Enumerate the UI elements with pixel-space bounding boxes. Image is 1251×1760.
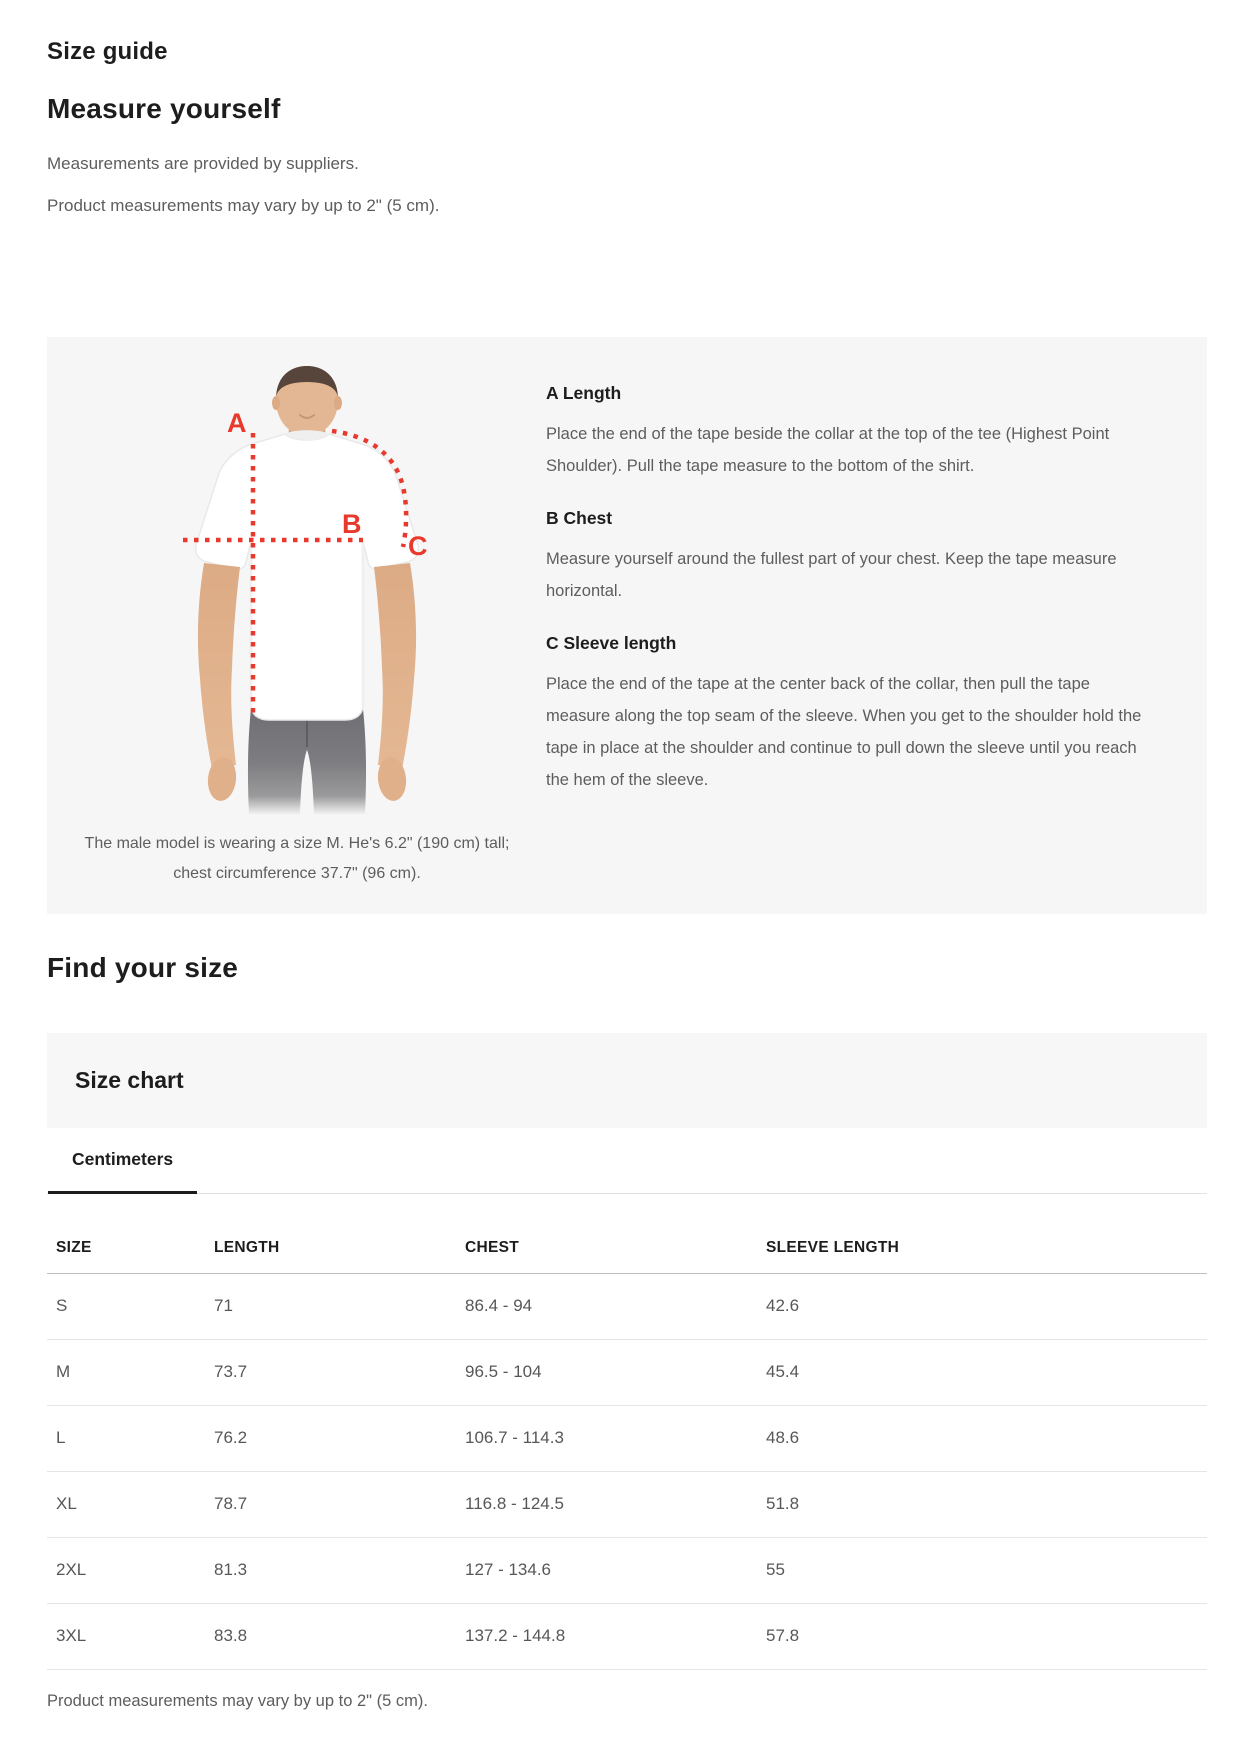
cell-sleeve: 57.8: [766, 1603, 1207, 1670]
cell-length: 83.8: [214, 1603, 465, 1670]
cell-size: L: [47, 1405, 214, 1472]
cell-size: M: [47, 1339, 214, 1406]
cell-size: S: [47, 1273, 214, 1340]
instruction-length-text: Place the end of the tape beside the col…: [546, 425, 1110, 475]
cell-sleeve: 55: [766, 1537, 1207, 1604]
suppliers-note: Measurements are provided by suppliers.: [47, 154, 359, 173]
table-row: 3XL 83.8 137.2 - 144.8 57.8: [47, 1603, 1207, 1670]
cell-chest: 106.7 - 114.3: [465, 1405, 766, 1472]
measuring-instructions: A Length Place the end of the tape besid…: [546, 383, 1146, 822]
table-header-row: SIZE LENGTH CHEST SLEEVE LENGTH: [47, 1195, 1207, 1274]
table-row: M 73.7 96.5 - 104 45.4: [47, 1339, 1207, 1406]
cell-chest: 86.4 - 94: [465, 1273, 766, 1340]
table-row: 2XL 81.3 127 - 134.6 55: [47, 1537, 1207, 1604]
marker-a-label: A: [227, 408, 247, 438]
cell-chest: 137.2 - 144.8: [465, 1603, 766, 1670]
instruction-length-title: A Length: [546, 383, 622, 403]
size-chart-title: Size chart: [75, 1067, 184, 1093]
marker-b-label: B: [342, 509, 362, 539]
marker-c-label: C: [408, 531, 428, 561]
model-jeans: [247, 709, 367, 815]
col-header-chest: CHEST: [465, 1195, 766, 1274]
variance-note: Product measurements may vary by up to 2…: [47, 196, 440, 215]
unit-tabs: Centimeters: [47, 1128, 1207, 1194]
instruction-chest-title: B Chest: [546, 508, 613, 528]
model-photo: A B C: [183, 366, 428, 815]
cell-sleeve: 51.8: [766, 1471, 1207, 1538]
instruction-sleeve-title: C Sleeve length: [546, 633, 677, 653]
instruction-sleeve-text: Place the end of the tape at the center …: [546, 675, 1142, 789]
size-chart-table: SIZE LENGTH CHEST SLEEVE LENGTH S 71 86.…: [47, 1195, 1207, 1670]
cell-length: 76.2: [214, 1405, 465, 1472]
model-caption: The male model is wearing a size M. He's…: [84, 835, 510, 882]
table-footnote: Product measurements may vary by up to 2…: [47, 1692, 428, 1710]
cell-sleeve: 42.6: [766, 1273, 1207, 1340]
cell-length: 78.7: [214, 1471, 465, 1538]
measurement-guides: [183, 428, 409, 718]
table-row: XL 78.7 116.8 - 124.5 51.8: [47, 1471, 1207, 1538]
cell-chest: 116.8 - 124.5: [465, 1471, 766, 1538]
find-your-size-heading: Find your size: [47, 952, 239, 983]
cell-size: 2XL: [47, 1537, 214, 1604]
cell-length: 81.3: [214, 1537, 465, 1604]
model-arms: [197, 563, 417, 801]
cell-length: 71: [214, 1273, 465, 1340]
col-header-sleeve: SLEEVE LENGTH: [766, 1195, 1207, 1274]
instruction-chest-text: Measure yourself around the fullest part…: [546, 550, 1117, 600]
cell-size: XL: [47, 1471, 214, 1538]
cell-sleeve: 45.4: [766, 1339, 1207, 1406]
sleeve-guide-line: [331, 428, 409, 548]
size-chart-header-bar: Size chart: [47, 1033, 1207, 1128]
cell-sleeve: 48.6: [766, 1405, 1207, 1472]
cell-size: 3XL: [47, 1603, 214, 1670]
cell-chest: 127 - 134.6: [465, 1537, 766, 1604]
table-row: S 71 86.4 - 94 42.6: [47, 1273, 1207, 1340]
col-header-size: SIZE: [47, 1195, 214, 1274]
page-title: Size guide: [47, 38, 168, 65]
tab-centimeters[interactable]: Centimeters: [48, 1128, 198, 1194]
table-row: L 76.2 106.7 - 114.3 48.6: [47, 1405, 1207, 1472]
measurement-labels: A B C: [227, 408, 428, 561]
col-header-length: LENGTH: [214, 1195, 465, 1274]
measure-yourself-heading: Measure yourself: [47, 93, 281, 124]
cell-length: 73.7: [214, 1339, 465, 1406]
measure-panel: A B C The male model is wearing a size M…: [47, 337, 1207, 914]
cell-chest: 96.5 - 104: [465, 1339, 766, 1406]
